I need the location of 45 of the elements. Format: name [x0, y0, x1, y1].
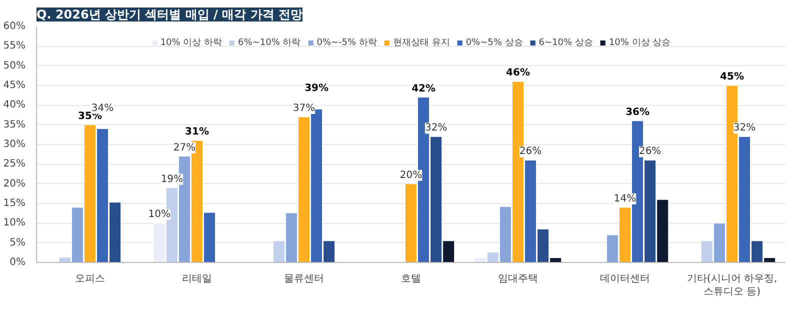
data-label: 32%	[733, 122, 756, 134]
y-tick-label: 60%	[3, 21, 26, 32]
legend-label: 10% 이상 상승	[608, 37, 671, 49]
legend-label: 6%~10% 하락	[238, 37, 301, 49]
data-label: 45%	[720, 72, 744, 82]
y-tick-label: 0%	[10, 257, 26, 268]
data-label: 20%	[400, 170, 422, 181]
y-tick-label: 30%	[3, 139, 26, 150]
y-tick-label: 20%	[3, 178, 26, 190]
chart-title: Q. 2026년 상반기 섹터별 매입 / 매각 가격 전망	[36, 8, 302, 22]
x-tick-label: 물류센터	[284, 274, 324, 284]
y-tick-label: 50%	[3, 60, 26, 72]
data-label: 32%	[424, 122, 448, 134]
x-tick-label: 리테일	[182, 274, 212, 284]
data-label: 34%	[91, 102, 114, 114]
data-label: 10%	[148, 209, 171, 220]
x-tick-label: 데이터센터	[600, 274, 650, 284]
legend-label: 0%~5% 상승	[466, 37, 523, 49]
data-label: 42%	[412, 83, 436, 94]
data-label: 26%	[638, 146, 662, 158]
data-label: 46%	[506, 68, 530, 79]
data-label: 36%	[626, 106, 650, 118]
y-tick-label: 15%	[3, 198, 26, 209]
y-tick-label: 40%	[3, 100, 26, 111]
legend-label: 0%~-5% 하락	[316, 37, 377, 49]
legend-label: 현재상태 유지	[392, 37, 450, 49]
y-tick-label: 5%	[10, 237, 26, 248]
x-tick-label: 임대주택	[498, 274, 538, 284]
data-label: 31%	[185, 126, 209, 138]
data-label: 19%	[160, 174, 184, 185]
x-tick-label: 기타(시니어 하우징, 스튜디오 등)	[686, 274, 778, 298]
data-label: 14%	[614, 193, 636, 204]
y-tick-label: 25%	[3, 158, 26, 170]
y-tick-label: 35%	[3, 119, 26, 130]
legend-label: 10% 이상 하락	[160, 37, 222, 49]
y-tick-label: 45%	[3, 80, 26, 91]
data-label: 26%	[519, 146, 542, 158]
x-tick-label: 호텔	[401, 274, 421, 284]
y-tick-label: 55%	[3, 40, 26, 52]
x-tick-label: 오피스	[75, 274, 105, 284]
data-label: 39%	[304, 83, 329, 94]
data-label: 27%	[173, 142, 196, 154]
legend-label: 6~10% 상승	[538, 37, 593, 49]
data-label: 37%	[292, 102, 316, 114]
y-tick-label: 10%	[3, 218, 26, 229]
